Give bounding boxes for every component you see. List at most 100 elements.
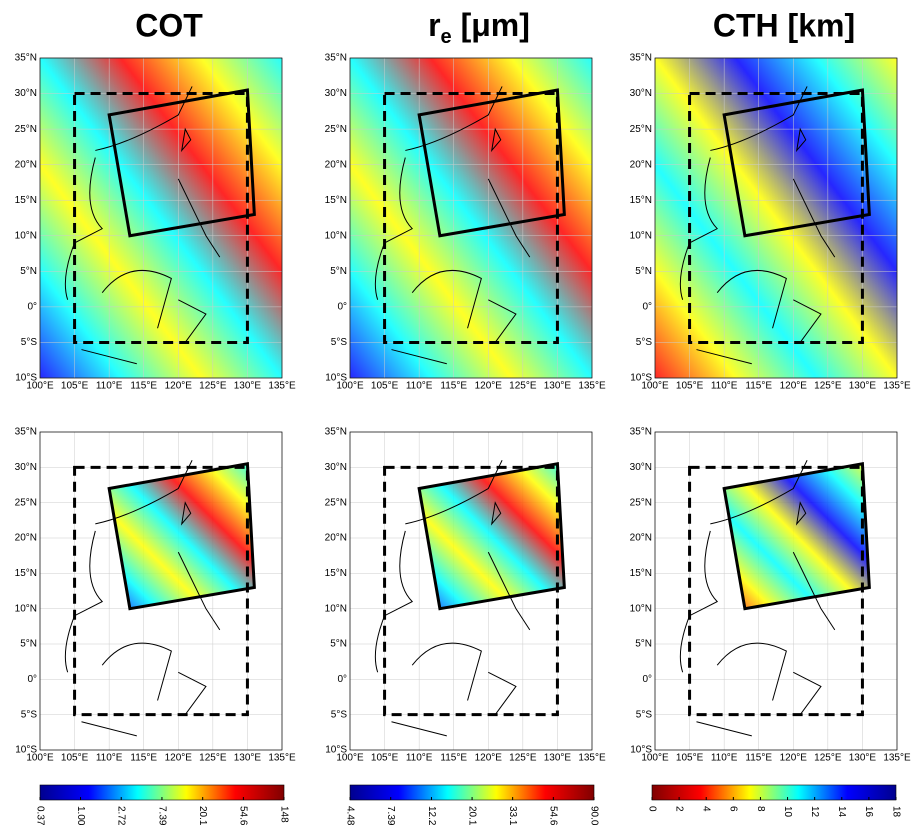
lat-tick-label: 15°N <box>15 195 37 206</box>
lat-tick-label: 10°N <box>325 230 347 241</box>
lat-tick-label: 20°N <box>630 159 652 170</box>
lon-tick-label: 130°E <box>234 753 262 764</box>
lat-tick-label: 0° <box>642 674 652 685</box>
lon-tick-label: 100°E <box>641 381 669 392</box>
lat-tick-label: 5°N <box>20 639 37 650</box>
lat-tick-label: 10°N <box>630 230 652 241</box>
map-frame <box>39 431 283 751</box>
colorbar-tick-label: 20.1 <box>466 806 477 826</box>
lon-tick-label: 105°E <box>61 381 89 392</box>
colorbar-tick-label: 33.1 <box>507 806 518 826</box>
colorbar-tick-label: 0 <box>646 806 657 812</box>
lon-tick-label: 105°E <box>371 753 399 764</box>
dashed-domain <box>383 465 559 717</box>
coastline <box>374 460 531 737</box>
lat-tick-label: 5°S <box>21 337 38 348</box>
lon-tick-label: 120°E <box>165 381 193 392</box>
colorbar-tick-label: 12 <box>809 806 820 818</box>
lat-tick-label: 25°N <box>325 497 347 508</box>
dashed-domain <box>383 92 559 344</box>
lon-tick-label: 110°E <box>406 381 433 392</box>
lat-tick-label: 35°N <box>630 53 652 64</box>
lon-tick-label: 120°E <box>475 753 503 764</box>
coastline <box>679 86 836 365</box>
title-main: r <box>428 7 440 43</box>
swath-outline <box>722 88 871 238</box>
colorbar-tick-label: 7.39 <box>385 806 396 826</box>
title-subscript: e <box>441 26 452 48</box>
colorbar-tick-label: 2.72 <box>116 806 127 826</box>
colorbar-tick-label: 12.2 <box>426 806 437 826</box>
lat-tick-label: 0° <box>27 674 37 685</box>
lat-tick-label: 25°N <box>325 124 347 135</box>
lat-tick-label: 10°N <box>15 230 37 241</box>
lon-tick-label: 100°E <box>641 753 669 764</box>
lon-tick-label: 130°E <box>544 753 572 764</box>
lat-tick-label: 35°N <box>15 53 37 64</box>
coastline <box>679 460 836 737</box>
colorbar-tick-label: 20.1 <box>197 806 208 826</box>
lat-tick-label: 5°N <box>20 266 37 277</box>
lon-tick-label: 120°E <box>780 381 808 392</box>
colorbar-tick-label: 6 <box>728 806 739 812</box>
lon-tick-label: 120°E <box>780 753 808 764</box>
lon-tick-label: 125°E <box>814 381 842 392</box>
lat-tick-label: 0° <box>337 302 347 313</box>
map-frame <box>349 57 593 379</box>
lon-tick-label: 135°E <box>268 381 296 392</box>
lat-tick-label: 30°N <box>325 462 347 473</box>
lon-tick-label: 110°E <box>96 381 123 392</box>
lon-tick-label: 115°E <box>130 753 157 764</box>
lat-tick-label: 10°S <box>15 745 37 756</box>
colorbar-tick-label: 1.00 <box>75 806 86 826</box>
colorbar-tick-label: 18 <box>890 806 901 818</box>
lon-tick-label: 115°E <box>440 753 467 764</box>
lon-tick-label: 115°E <box>130 381 157 392</box>
lat-tick-label: 35°N <box>325 53 347 64</box>
lat-tick-label: 10°S <box>15 373 37 384</box>
colorbar-tick-label: 7.39 <box>156 806 167 826</box>
lat-tick-label: 35°N <box>325 427 347 438</box>
colorbar-tick-label: 0.37 <box>34 806 45 826</box>
lat-tick-label: 20°N <box>630 533 652 544</box>
title-rest: [μm] <box>452 7 530 43</box>
lon-tick-label: 110°E <box>711 753 738 764</box>
swath-field <box>724 463 870 609</box>
lat-tick-label: 0° <box>27 302 37 313</box>
lat-tick-label: 30°N <box>15 88 37 99</box>
lon-tick-label: 110°E <box>96 753 123 764</box>
panel-title: re [μm] <box>428 7 530 48</box>
lat-tick-label: 25°N <box>630 497 652 508</box>
panel-title: CTH [km] <box>713 7 855 43</box>
lat-tick-label: 35°N <box>15 427 37 438</box>
lat-tick-label: 35°N <box>630 427 652 438</box>
lon-tick-label: 125°E <box>814 753 842 764</box>
lon-tick-label: 110°E <box>711 381 738 392</box>
lat-tick-label: 5°S <box>636 709 653 720</box>
swath-outline <box>107 88 256 238</box>
colorbar-tick-label: 14 <box>836 806 847 818</box>
coastline <box>374 86 531 365</box>
lat-tick-label: 20°N <box>325 533 347 544</box>
colorbar-tick-label: 54.6 <box>548 806 559 826</box>
dashed-domain <box>688 465 864 717</box>
lat-tick-label: 15°N <box>15 568 37 579</box>
colorbar-tick-label: 4 <box>701 806 712 812</box>
lat-tick-label: 5°S <box>331 709 348 720</box>
dashed-domain <box>688 92 864 344</box>
lon-tick-label: 115°E <box>745 753 772 764</box>
lat-tick-label: 15°N <box>630 568 652 579</box>
lat-tick-label: 30°N <box>325 88 347 99</box>
lon-tick-label: 135°E <box>578 753 606 764</box>
map-frame <box>349 431 593 751</box>
lat-tick-label: 30°N <box>630 462 652 473</box>
lat-tick-label: 30°N <box>15 462 37 473</box>
swath-outline <box>417 88 566 238</box>
map-frame <box>654 57 898 379</box>
swath-outline <box>417 462 566 611</box>
lat-tick-label: 25°N <box>630 124 652 135</box>
lon-tick-label: 135°E <box>883 753 911 764</box>
lon-tick-label: 120°E <box>475 381 503 392</box>
lat-tick-label: 5°S <box>636 337 653 348</box>
lon-tick-label: 130°E <box>544 381 572 392</box>
